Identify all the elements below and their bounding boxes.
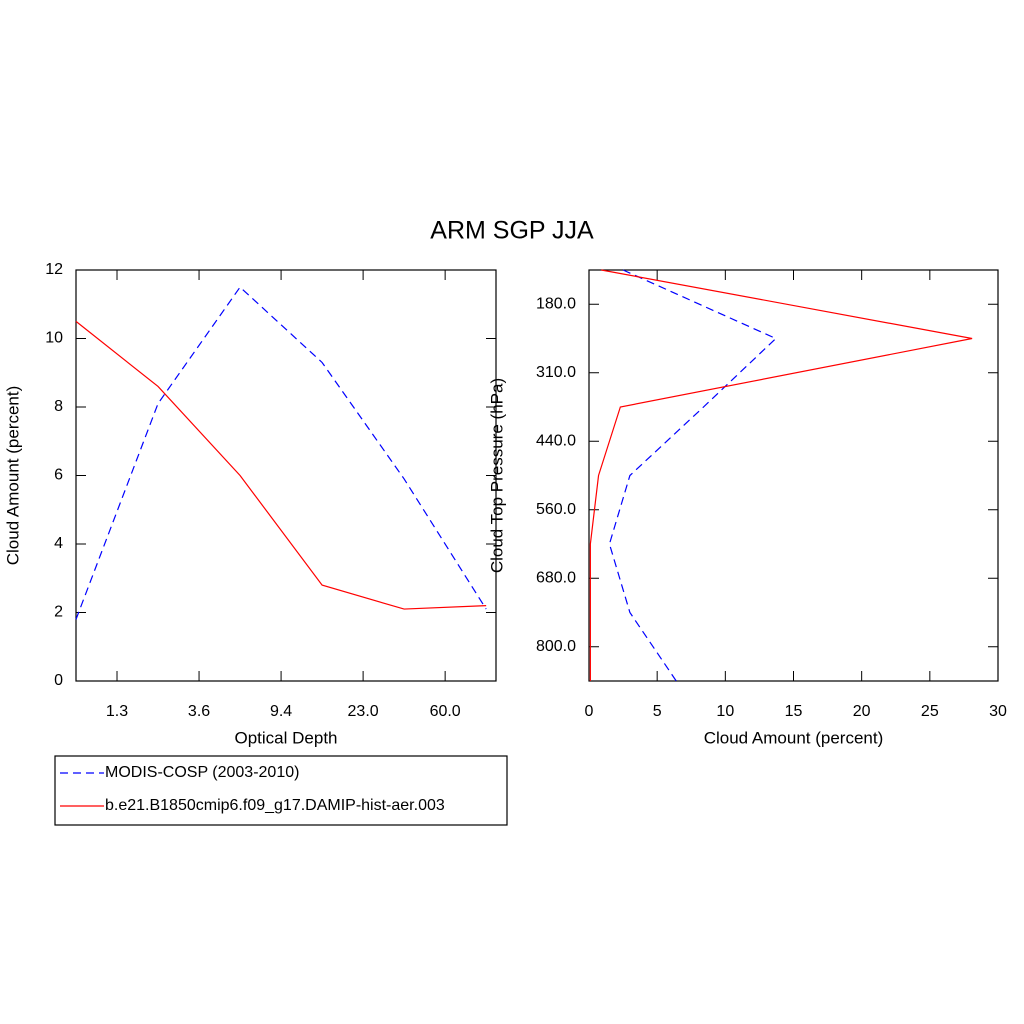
- y-tick-label: 180.0: [536, 295, 576, 312]
- x-tick-label: 0: [585, 703, 594, 720]
- y-tick-label: 8: [54, 398, 63, 415]
- x-tick-label: 10: [716, 703, 734, 720]
- series-line: [608, 269, 777, 682]
- y-axis-label: Cloud Top Pressure (hPa): [487, 378, 506, 573]
- figure-title: ARM SGP JJA: [430, 217, 594, 245]
- x-tick-label: 1.3: [106, 703, 128, 720]
- y-tick-label: 680.0: [536, 569, 576, 586]
- y-tick-label: 2: [54, 604, 63, 621]
- y-tick-label: 560.0: [536, 501, 576, 518]
- y-tick-label: 0: [54, 672, 63, 689]
- x-tick-label: 15: [785, 703, 803, 720]
- x-tick-label: 3.6: [188, 703, 210, 720]
- plot-frame: [75, 269, 497, 682]
- y-axis-label: Cloud Amount (percent): [3, 386, 22, 566]
- x-tick-label: 25: [921, 703, 939, 720]
- y-tick-label: 440.0: [536, 432, 576, 449]
- y-tick-label: 6: [54, 467, 63, 484]
- x-tick-label: 5: [653, 703, 662, 720]
- series-line: [75, 286, 487, 620]
- legend-label: b.e21.B1850cmip6.f09_g17.DAMIP-hist-aer.…: [105, 797, 445, 814]
- series-line: [75, 320, 487, 610]
- x-axis-label: Cloud Amount (percent): [704, 728, 884, 747]
- y-tick-label: 800.0: [536, 638, 576, 655]
- legend-label: MODIS-COSP (2003-2010): [105, 764, 299, 781]
- y-tick-label: 4: [54, 535, 63, 552]
- x-tick-label: 20: [853, 703, 871, 720]
- x-tick-label: 60.0: [430, 703, 461, 720]
- x-tick-label: 23.0: [348, 703, 379, 720]
- x-axis-label: Optical Depth: [235, 728, 338, 747]
- y-tick-label: 10: [45, 330, 63, 347]
- series-line: [589, 269, 973, 681]
- y-tick-label: 310.0: [536, 364, 576, 381]
- x-tick-label: 9.4: [270, 703, 292, 720]
- legend-box: [54, 755, 508, 826]
- x-tick-label: 30: [989, 703, 1007, 720]
- y-tick-label: 12: [45, 261, 63, 278]
